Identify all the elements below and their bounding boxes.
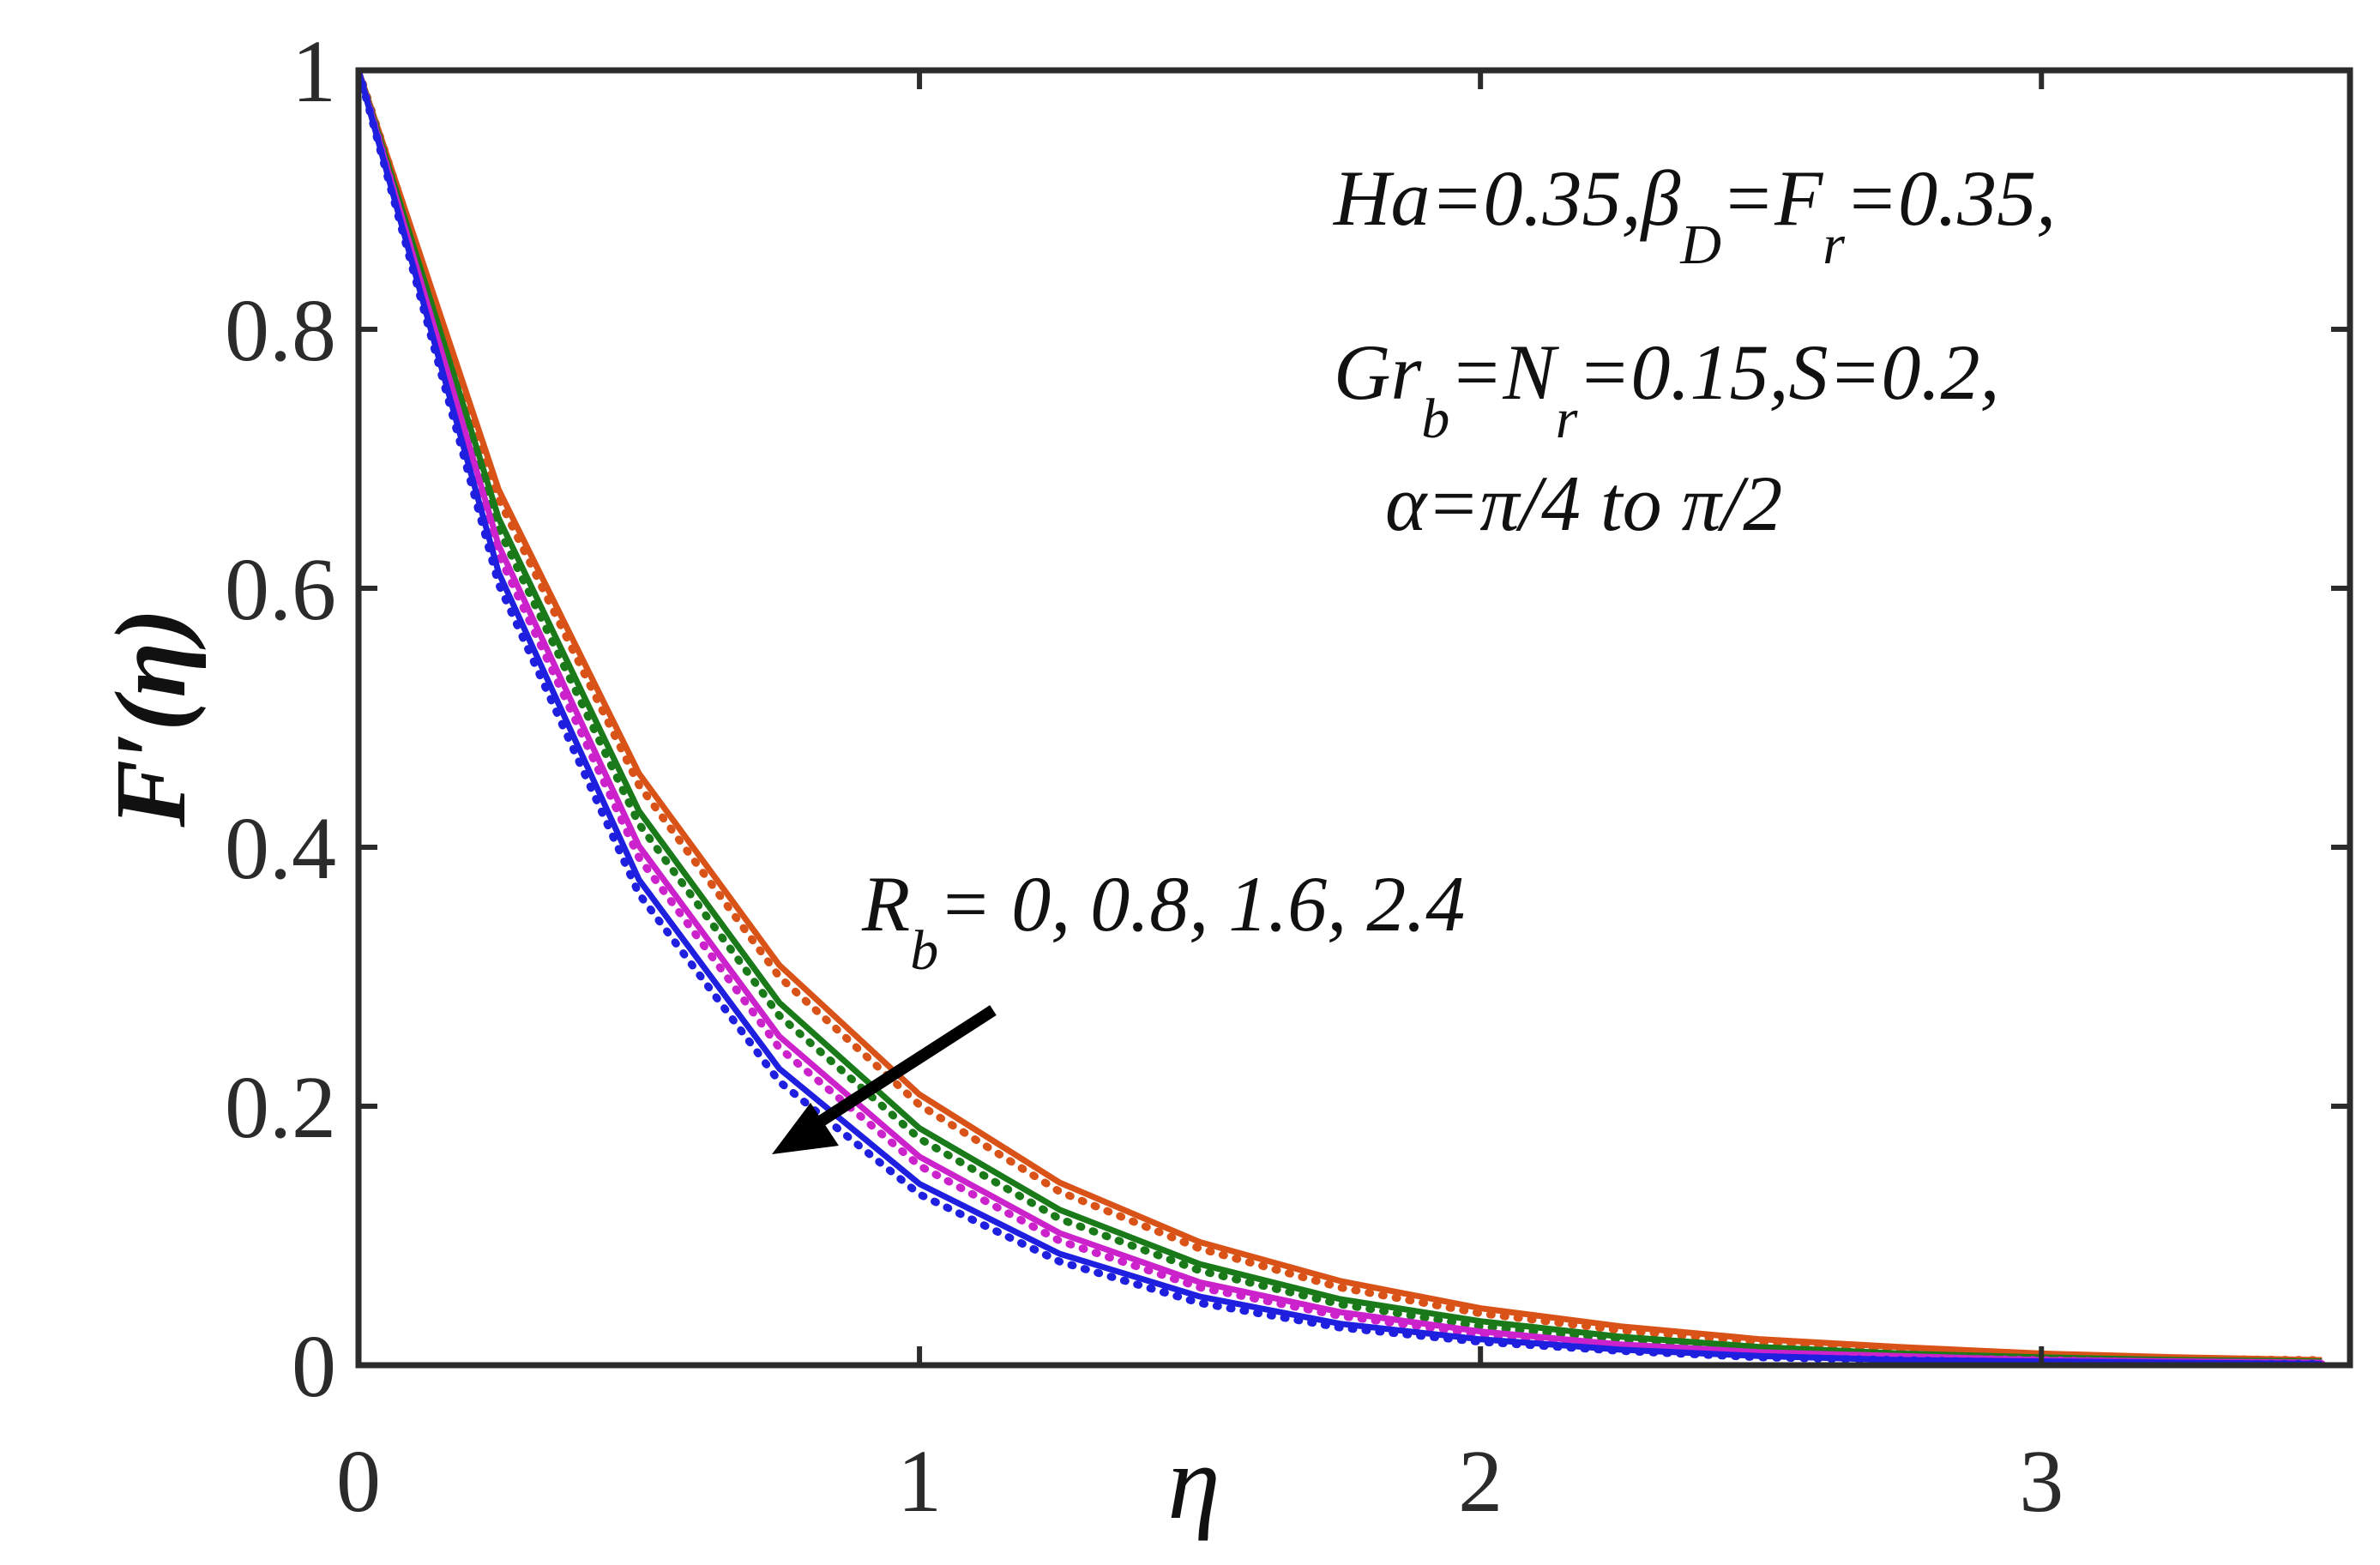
tick-labels: 0 1 2 3 0 0.2 0.4 0.6 0.8 1	[225, 22, 2064, 1531]
x-tick-label-2: 2	[1458, 1432, 1503, 1531]
x-tick-label-1: 1	[897, 1432, 942, 1531]
rb-label: Rb= 0, 0.8, 1.6, 2.4	[861, 860, 1465, 982]
params-line-1: Ha=0.35,βD=Fr=0.35,	[1333, 154, 2056, 276]
series-line-1	[359, 70, 2323, 1363]
series-layer	[359, 70, 2326, 1365]
series-line-4	[359, 70, 2326, 1365]
trend-arrow-shaft	[811, 1005, 997, 1130]
y-tick-label-1: 0.2	[225, 1058, 336, 1157]
series-line-5	[359, 70, 2323, 1365]
x-tick-label-0: 0	[336, 1432, 381, 1531]
series-line-7	[359, 70, 2323, 1365]
params-line-3: α=π/4 to π/2	[1385, 460, 1782, 547]
y-tick-label-2: 0.4	[225, 799, 336, 898]
trend-arrow-head	[772, 1103, 839, 1154]
tick-marks	[356, 68, 2350, 1368]
x-axis-label: η	[1167, 1424, 1220, 1541]
series-line-6	[359, 70, 2326, 1365]
series-line-8	[359, 70, 2326, 1365]
y-tick-label-3: 0.6	[225, 540, 336, 639]
y-tick-label-4: 0.8	[225, 281, 336, 380]
x-tick-label-3: 3	[2019, 1432, 2064, 1531]
series-line-2	[359, 70, 2326, 1364]
params-line-2: Grb=Nr=0.15,S=0.2,	[1334, 328, 2000, 450]
y-tick-label-0: 0	[292, 1317, 336, 1416]
plot-frame	[355, 67, 2353, 1369]
series-line-3	[359, 70, 2323, 1364]
y-axis-label: F′(η)	[94, 608, 207, 828]
y-tick-label-5: 1	[292, 22, 336, 121]
